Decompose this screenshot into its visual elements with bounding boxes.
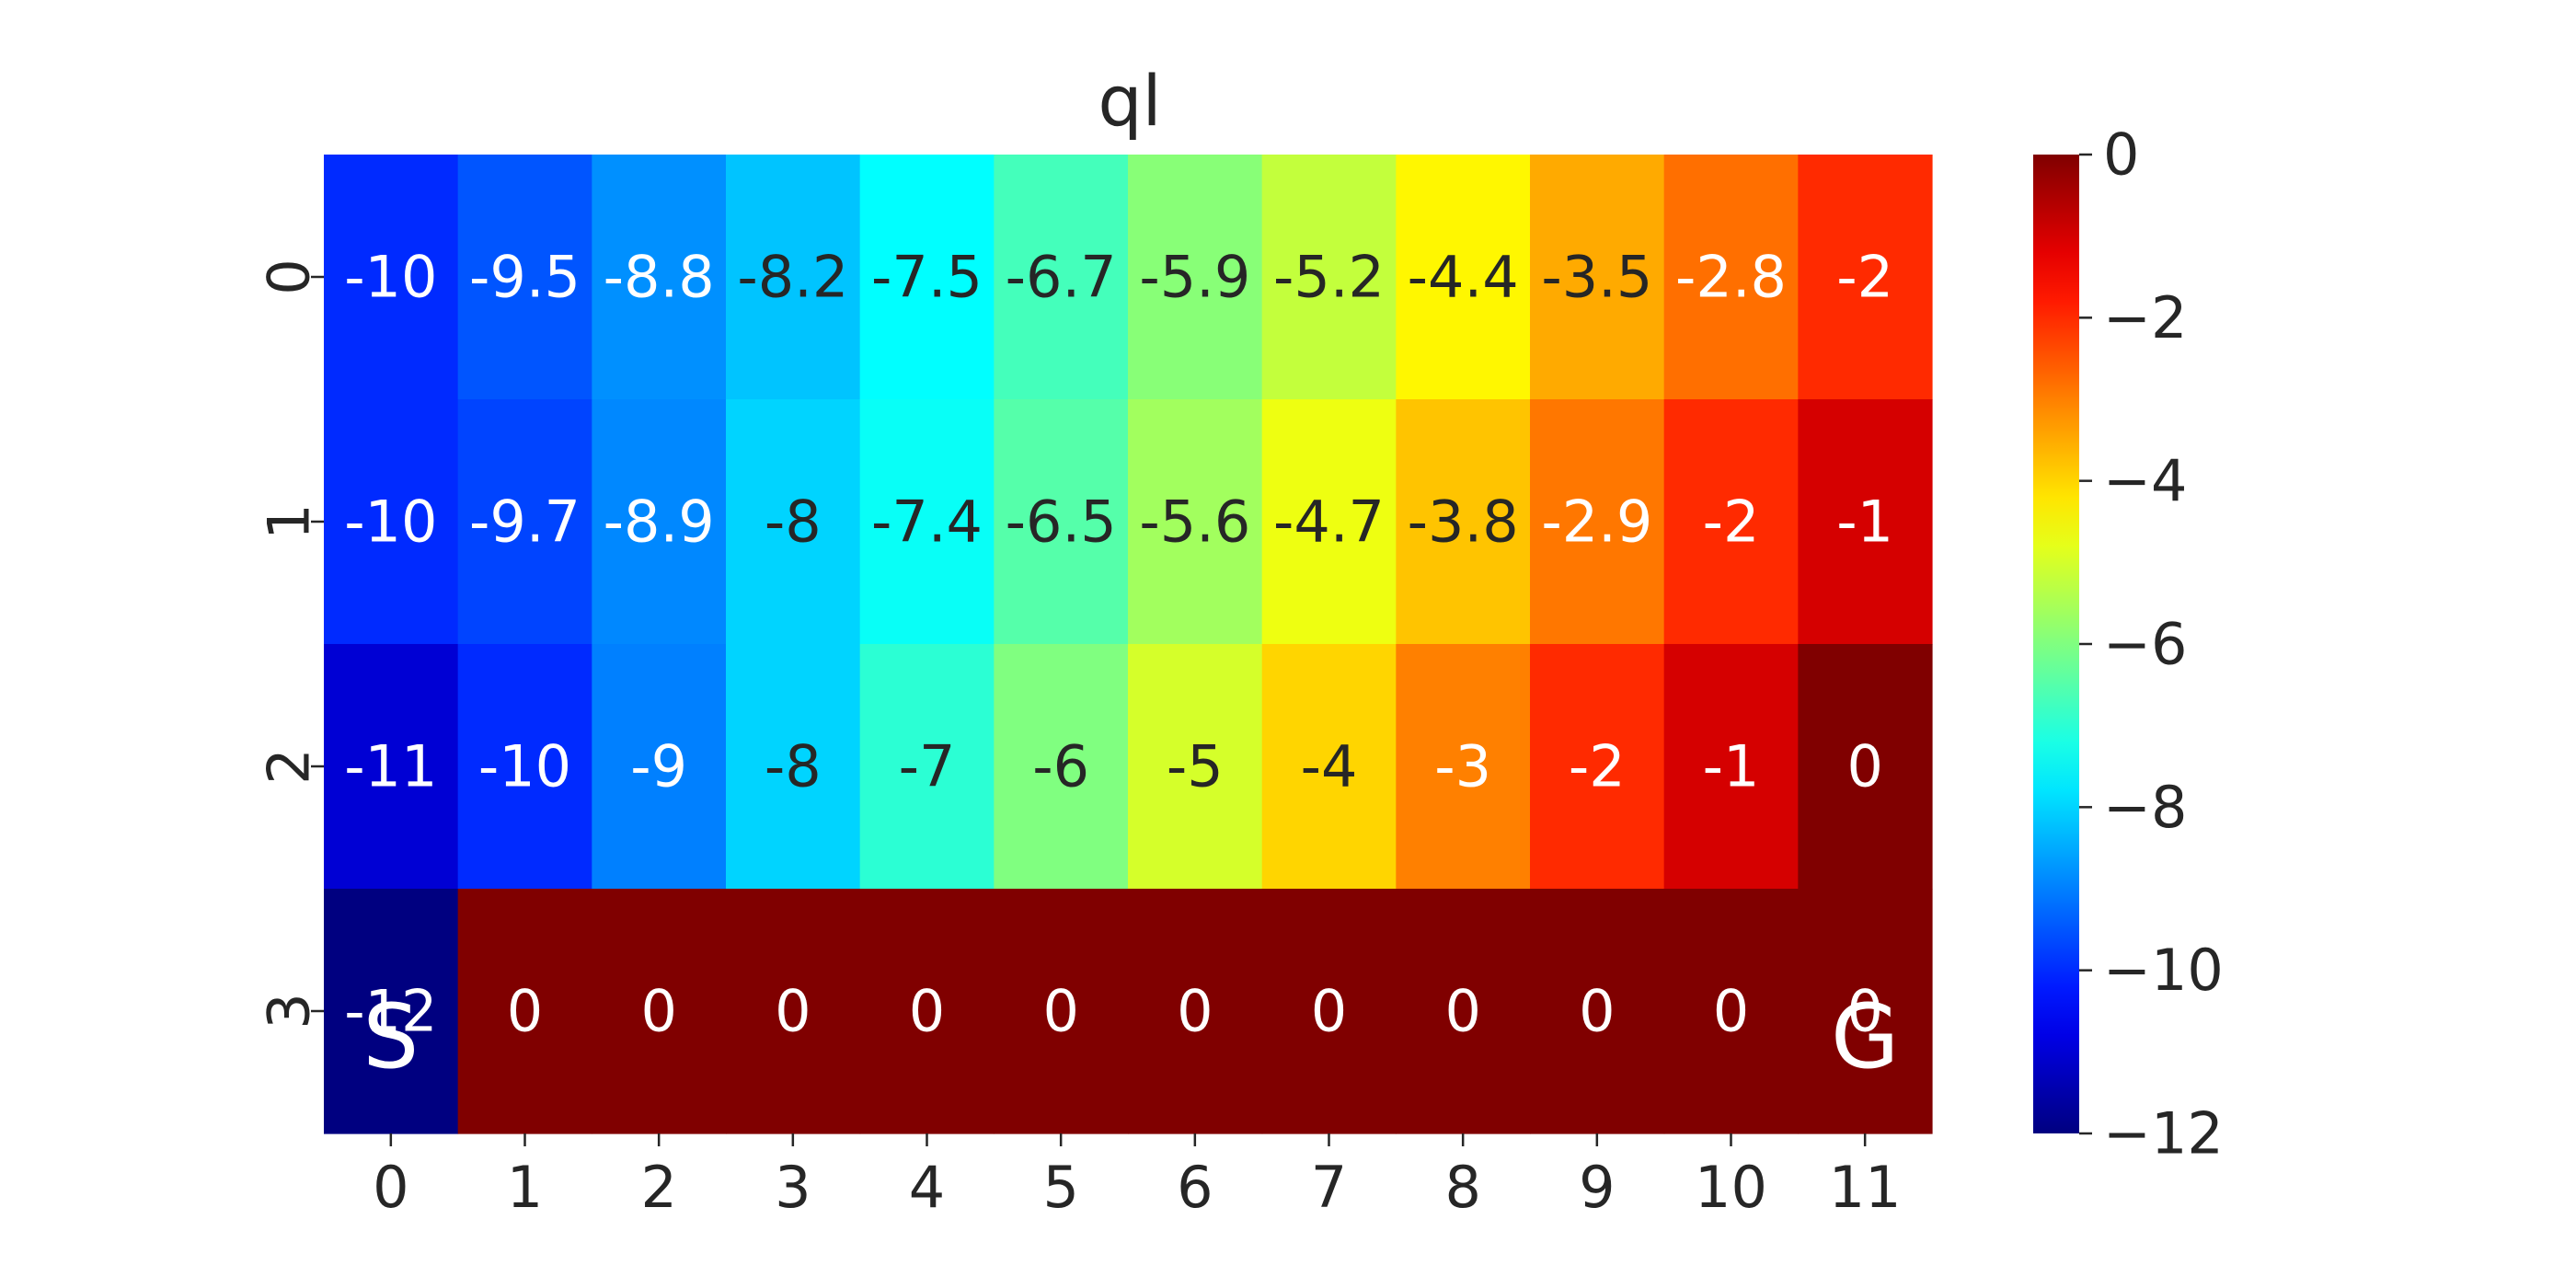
cell-value-label: 0 (640, 978, 676, 1045)
x-tick-label: 5 (1042, 1154, 1078, 1221)
chart-title: ql (1098, 60, 1161, 142)
x-tick-label: 9 (1579, 1154, 1615, 1221)
cell-value-label: -2.8 (1675, 244, 1787, 311)
cell-value-label: 0 (1177, 978, 1213, 1045)
cell-value-label: -2 (1569, 733, 1626, 800)
x-tick-label: 10 (1695, 1154, 1767, 1221)
cell-value-label: -8 (765, 733, 822, 800)
x-tick-label: 6 (1177, 1154, 1213, 1221)
x-tick-label: 11 (1829, 1154, 1902, 1221)
colorbar-gradient (2033, 155, 2079, 1133)
cell-value-label: -1 (1836, 489, 1893, 556)
cell-value-label: -6.7 (1006, 244, 1117, 311)
cell-value-label: 0 (1846, 733, 1882, 800)
cell-value-label: -3 (1434, 733, 1491, 800)
cell-value-label: -5.6 (1139, 489, 1250, 556)
grid-marker-s: S (362, 985, 419, 1088)
cell-value-label: -11 (344, 733, 437, 800)
y-tick-label: 0 (256, 259, 323, 294)
cell-value-label: -7.4 (871, 489, 983, 556)
y-tick-label: 2 (256, 748, 323, 784)
x-tick-label: 0 (373, 1154, 408, 1221)
colorbar-tick-label: −2 (2103, 284, 2187, 351)
cell-value-label: -8.9 (604, 489, 715, 556)
colorbar-tick-label: −8 (2103, 774, 2187, 841)
cell-value-label: -6.5 (1006, 489, 1117, 556)
cell-value-label: -4.7 (1273, 489, 1385, 556)
colorbar: 0 −2 −4 −6 −8 −10 −12 (2033, 121, 2224, 1167)
colorbar-tick-label: −6 (2103, 611, 2187, 678)
cell-value-label: -2 (1836, 244, 1893, 311)
cell-value-label: -5.9 (1139, 244, 1250, 311)
cell-value-label: 0 (1311, 978, 1347, 1045)
cell-value-label: -9.7 (469, 489, 581, 556)
cell-value-label: -10 (478, 733, 571, 800)
cell-value-label: 0 (1444, 978, 1480, 1045)
cell-value-label: -1 (1703, 733, 1760, 800)
colorbar-tick-label: 0 (2103, 121, 2139, 189)
cell-value-label: -2.9 (1541, 489, 1652, 556)
y-axis: 0 1 2 3 (256, 259, 325, 1029)
cell-value-label: -8.2 (737, 244, 848, 311)
colorbar-tick-label: −10 (2103, 937, 2224, 1004)
colorbar-tick-label: −4 (2103, 447, 2187, 514)
x-tick-label: 7 (1311, 1154, 1347, 1221)
x-tick-label: 8 (1444, 1154, 1480, 1221)
cell-value-label: -5.2 (1273, 244, 1385, 311)
cell-value-label: -3.5 (1541, 244, 1652, 311)
cell-value-label: -3.8 (1408, 489, 1519, 556)
colorbar-tick-label: −12 (2103, 1100, 2224, 1167)
cell-value-label: 0 (507, 978, 543, 1045)
cell-value-label: 0 (1579, 978, 1615, 1045)
cell-value-label: 0 (909, 978, 945, 1045)
y-tick-label: 3 (256, 993, 323, 1029)
cell-value-label: -7 (899, 733, 956, 800)
cell-value-label: 0 (775, 978, 811, 1045)
cell-value-label: -10 (344, 489, 437, 556)
grid-marker-g: G (1831, 985, 1899, 1088)
x-tick-label: 4 (909, 1154, 945, 1221)
cell-value-label: 0 (1042, 978, 1078, 1045)
cell-value-label: -6 (1032, 733, 1089, 800)
cell-value-label: -9 (630, 733, 687, 800)
x-axis: 0 1 2 3 4 5 6 7 8 9 10 11 (373, 1133, 1902, 1221)
cell-value-label: 0 (1713, 978, 1749, 1045)
y-tick-label: 1 (256, 503, 323, 539)
cell-value-label: -5 (1167, 733, 1224, 800)
cell-value-label: -4 (1301, 733, 1358, 800)
x-tick-label: 1 (507, 1154, 543, 1221)
cell-value-label: -10 (344, 244, 437, 311)
cell-value-label: -8.8 (604, 244, 715, 311)
cell-value-label: -8 (765, 489, 822, 556)
cell-value-label: -7.5 (871, 244, 983, 311)
cell-value-label: -4.4 (1408, 244, 1519, 311)
cell-value-label: -2 (1703, 489, 1760, 556)
x-tick-label: 2 (640, 1154, 676, 1221)
x-tick-label: 3 (775, 1154, 811, 1221)
cell-value-label: -9.5 (469, 244, 581, 311)
